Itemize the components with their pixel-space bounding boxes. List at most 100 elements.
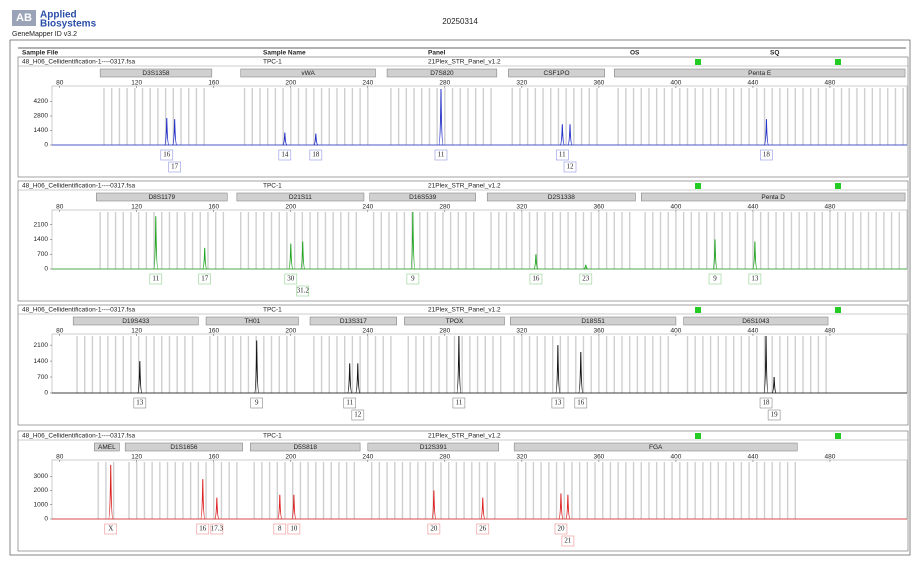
allele-label: X: [108, 525, 113, 533]
peak: [578, 351, 584, 394]
allele-label: 18: [763, 151, 771, 159]
allele-label: 30: [287, 275, 295, 283]
allele-label: 20: [557, 525, 565, 533]
y-tick-label: 700: [37, 374, 48, 381]
locus-bar: [486, 192, 636, 202]
allele-box: [708, 273, 722, 285]
allele-box: [343, 397, 357, 409]
peak: [456, 335, 462, 394]
peak: [565, 494, 571, 520]
locus-bar: [367, 442, 500, 452]
x-tick-label: 280: [439, 204, 450, 211]
y-tick-label: 2000: [34, 487, 49, 494]
allele-box: [351, 409, 365, 421]
allele-box: [551, 397, 565, 409]
x-tick-label: 80: [56, 328, 64, 335]
y-tick-label: 0: [44, 390, 48, 397]
allele-box: [563, 161, 577, 173]
allele-box: [296, 285, 310, 297]
allele-box: [406, 273, 420, 285]
panel-name: 21Plex_STR_Panel_v1.2: [428, 433, 501, 440]
allele-box: [250, 397, 263, 409]
quality-flag: [835, 183, 841, 189]
locus-name: D13S317: [340, 318, 367, 325]
locus-name: D7S820: [430, 70, 454, 77]
quality-flag: [835, 307, 841, 313]
x-tick-label: 320: [516, 454, 527, 461]
software: GeneMapper ID v3.2: [12, 31, 77, 38]
locus-name: TH01: [244, 318, 260, 325]
x-tick-label: 440: [748, 454, 759, 461]
x-tick-label: 120: [131, 204, 142, 211]
allele-label: 21: [564, 537, 572, 545]
peak: [200, 479, 206, 520]
locus-name: D18S51: [581, 318, 605, 325]
y-tick-label: 0: [44, 266, 48, 273]
x-tick-label: 80: [56, 454, 64, 461]
x-tick-label: 440: [748, 80, 759, 87]
allele-box: [579, 273, 593, 285]
sample-file: 48_H06_Cellidentification-1----0317.fsa: [22, 183, 135, 190]
locus-name: D16S539: [409, 194, 436, 201]
locus-name: FGA: [649, 444, 663, 451]
allele-box: [149, 273, 163, 285]
locus-bar: [240, 68, 376, 78]
y-tick-label: 2800: [34, 113, 49, 120]
locus-name: D12S391: [420, 444, 447, 451]
peak: [153, 216, 159, 270]
allele-label: 18: [312, 151, 320, 159]
locus-bar: [508, 68, 605, 78]
allele-box: [273, 523, 287, 535]
column-header: SQ: [770, 50, 779, 57]
locus-bar: [124, 442, 243, 452]
locus-name: TPOX: [446, 318, 464, 325]
sample-file: 48_H06_Cellidentification-1----0317.fsa: [22, 307, 135, 314]
allele-box: [210, 523, 224, 535]
y-tick-label: 1000: [34, 501, 49, 508]
peak: [567, 124, 573, 146]
peak: [438, 89, 444, 146]
allele-label: 11: [152, 275, 159, 283]
peak: [763, 335, 769, 394]
allele-box: [133, 397, 147, 409]
peak: [288, 243, 294, 270]
allele-label: 11: [346, 399, 353, 407]
logo-box: [12, 10, 36, 26]
panel-frame: [17, 304, 909, 426]
locus-bar: [386, 68, 498, 78]
panel-frame: [17, 430, 909, 552]
allele-box: [760, 149, 773, 161]
x-tick-label: 240: [362, 80, 373, 87]
logo-mark: AB: [16, 12, 32, 24]
allele-label: 9: [411, 275, 415, 283]
locus-bar: [513, 442, 798, 452]
allele-box: [476, 523, 490, 535]
allele-label: 26: [479, 525, 487, 533]
panel-name: 21Plex_STR_Panel_v1.2: [428, 183, 501, 190]
x-tick-label: 240: [362, 328, 373, 335]
peak: [202, 247, 208, 270]
quality-flag: [695, 433, 701, 439]
column-header: OS: [630, 50, 640, 57]
locus-name: D1S1656: [170, 444, 197, 451]
sample-name: TPC-1: [263, 307, 282, 314]
allele-box: [160, 149, 174, 161]
peak: [410, 211, 416, 270]
peak: [559, 124, 566, 146]
x-tick-label: 160: [208, 454, 219, 461]
allele-box: [529, 273, 543, 285]
x-tick-label: 480: [825, 80, 836, 87]
allele-box: [767, 409, 781, 421]
locus-name: D3S1358: [142, 70, 169, 77]
allele-box: [554, 523, 568, 535]
x-tick-label: 360: [593, 454, 604, 461]
allele-label: 9: [255, 399, 259, 407]
x-tick-label: 240: [362, 454, 373, 461]
allele-label: 23: [582, 275, 590, 283]
x-tick-label: 120: [131, 454, 142, 461]
allele-box: [198, 273, 212, 285]
x-tick-label: 400: [670, 328, 681, 335]
column-header: Panel: [428, 50, 446, 57]
panel-frame: [17, 56, 909, 178]
